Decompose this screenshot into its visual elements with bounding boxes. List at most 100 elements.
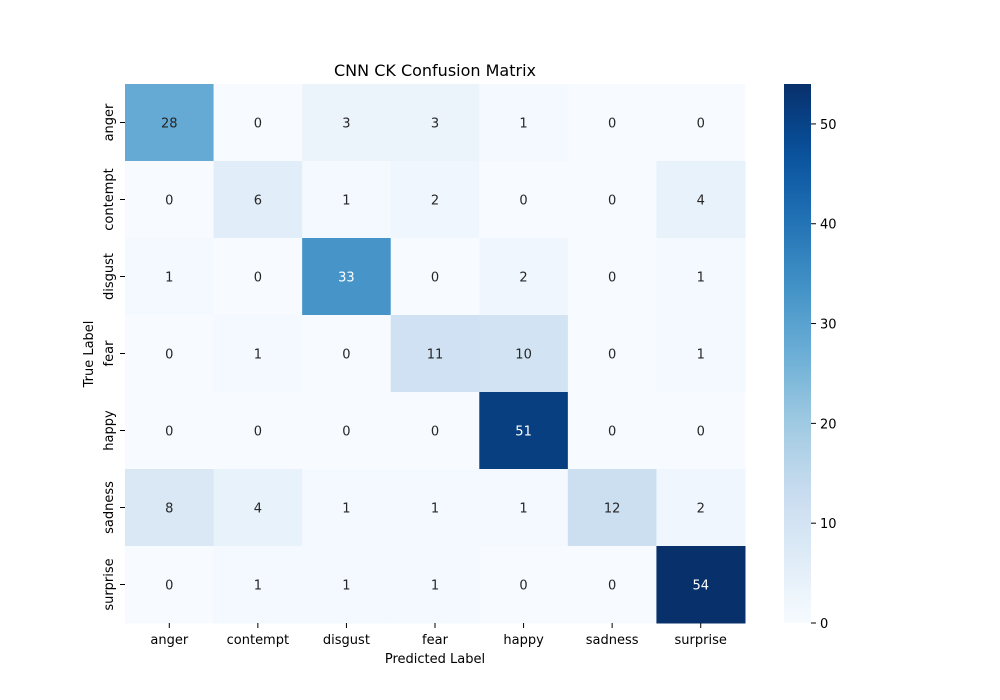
x-tick-label: sadness <box>586 633 639 648</box>
cell-value-label: 1 <box>697 271 705 286</box>
cell-value-label: 0 <box>342 348 350 363</box>
cell-value-label: 12 <box>604 502 621 517</box>
heatmap-cell <box>213 315 303 393</box>
heatmap-cell <box>213 238 303 316</box>
x-axis-label: Predicted Label <box>385 652 485 667</box>
cell-value-label: 0 <box>254 425 262 440</box>
heatmap-cell <box>567 161 657 239</box>
heatmap-cell <box>213 392 303 470</box>
cell-value-label: 2 <box>697 502 705 517</box>
x-axis-ticks: anger contempt disgust fear happy sadness surp… <box>150 623 727 648</box>
colorbar-tick-label: 10 <box>820 517 837 532</box>
cell-value-label: 10 <box>515 348 532 363</box>
cell-value-label: 1 <box>431 502 439 517</box>
heatmap-cell <box>125 315 215 393</box>
cell-value-label: 1 <box>342 194 350 209</box>
heatmap-cell <box>479 392 569 470</box>
cell-value-label: 1 <box>697 348 705 363</box>
heatmap-cell <box>390 84 480 162</box>
cell-value-label: 0 <box>431 271 439 286</box>
y-tick-label: sadness <box>102 481 117 534</box>
cell-value-label: 4 <box>697 194 705 209</box>
heatmap-cell <box>390 392 480 470</box>
y-tick-label: fear <box>102 340 117 367</box>
cell-value-label: 33 <box>338 271 355 286</box>
y-tick-label: disgust <box>102 253 117 300</box>
cell-value-label: 0 <box>254 117 262 132</box>
y-tick-label: happy <box>102 410 117 451</box>
cell-value-label: 0 <box>608 117 616 132</box>
x-tick-label: contempt <box>227 633 289 648</box>
heatmap-cell <box>390 161 480 239</box>
heatmap-cell <box>479 469 569 547</box>
heatmap-cell <box>567 546 657 624</box>
cell-value-label: 1 <box>519 502 527 517</box>
heatmap-cell <box>213 84 303 162</box>
heatmap-cell <box>656 161 746 239</box>
cell-value-label: 0 <box>608 194 616 209</box>
cell-value-label: 0 <box>519 194 527 209</box>
heatmap-cell <box>656 469 746 547</box>
cell-value-label: 0 <box>431 425 439 440</box>
cell-value-label: 0 <box>519 579 527 594</box>
heatmap-cell <box>567 315 657 393</box>
heatmap-cell <box>656 238 746 316</box>
cell-value-label: 2 <box>431 194 439 209</box>
cell-value-label: 2 <box>519 271 527 286</box>
colorbar-tick-label: 40 <box>820 218 837 233</box>
colorbar <box>784 84 811 623</box>
heatmap-cell <box>125 161 215 239</box>
cell-value-label: 0 <box>165 194 173 209</box>
cell-value-label: 28 <box>161 117 178 132</box>
heatmap-cell <box>125 546 215 624</box>
cell-value-label: 0 <box>608 348 616 363</box>
cell-value-label: 0 <box>254 271 262 286</box>
colorbar-tick-label: 0 <box>820 617 828 632</box>
heatmap-cells: 28 0 3 3 1 0 00 6 1 2 0 0 41 0 33 0 2 0 10 1 0 11 10 0 10 0 0 0 51 0 0… <box>125 84 746 624</box>
y-tick-label: surprise <box>102 558 117 610</box>
cell-value-label: 3 <box>431 117 439 132</box>
heatmap-cell <box>302 392 392 470</box>
heatmap-cell <box>479 315 569 393</box>
heatmap-cell <box>479 84 569 162</box>
y-axis-ticks: anger contempt disgust fear happy sadness surp… <box>102 103 125 611</box>
heatmap-cell <box>567 238 657 316</box>
cell-value-label: 1 <box>254 348 262 363</box>
colorbar-tick-label: 20 <box>820 417 837 432</box>
heatmap-cell <box>213 161 303 239</box>
cell-value-label: 0 <box>697 425 705 440</box>
cell-value-label: 1 <box>519 117 527 132</box>
cell-value-label: 0 <box>608 425 616 440</box>
cell-value-label: 4 <box>254 502 262 517</box>
cell-value-label: 1 <box>165 271 173 286</box>
heatmap-cell <box>125 238 215 316</box>
cell-value-label: 51 <box>515 425 532 440</box>
heatmap-cell <box>390 546 480 624</box>
cell-value-label: 0 <box>165 348 173 363</box>
cell-value-label: 0 <box>165 579 173 594</box>
heatmap-cell <box>390 238 480 316</box>
cell-value-label: 11 <box>427 348 444 363</box>
heatmap-cell <box>479 238 569 316</box>
x-tick-label: fear <box>422 633 449 648</box>
heatmap-cell <box>656 84 746 162</box>
cell-value-label: 0 <box>165 425 173 440</box>
cell-value-label: 1 <box>342 502 350 517</box>
heatmap-cell <box>656 315 746 393</box>
heatmap-cell <box>479 546 569 624</box>
heatmap-cell <box>302 315 392 393</box>
heatmap-cell <box>656 392 746 470</box>
heatmap-cell <box>567 84 657 162</box>
heatmap-cell <box>213 469 303 547</box>
heatmap-cell <box>390 315 480 393</box>
cell-value-label: 1 <box>342 579 350 594</box>
heatmap-cell <box>125 84 215 162</box>
heatmap-cell <box>390 469 480 547</box>
heatmap-cell <box>302 238 392 316</box>
chart-title: CNN CK Confusion Matrix <box>334 61 536 80</box>
x-tick-label: disgust <box>323 633 370 648</box>
y-tick-label: contempt <box>102 168 117 230</box>
heatmap-cell <box>302 84 392 162</box>
cell-value-label: 0 <box>608 579 616 594</box>
